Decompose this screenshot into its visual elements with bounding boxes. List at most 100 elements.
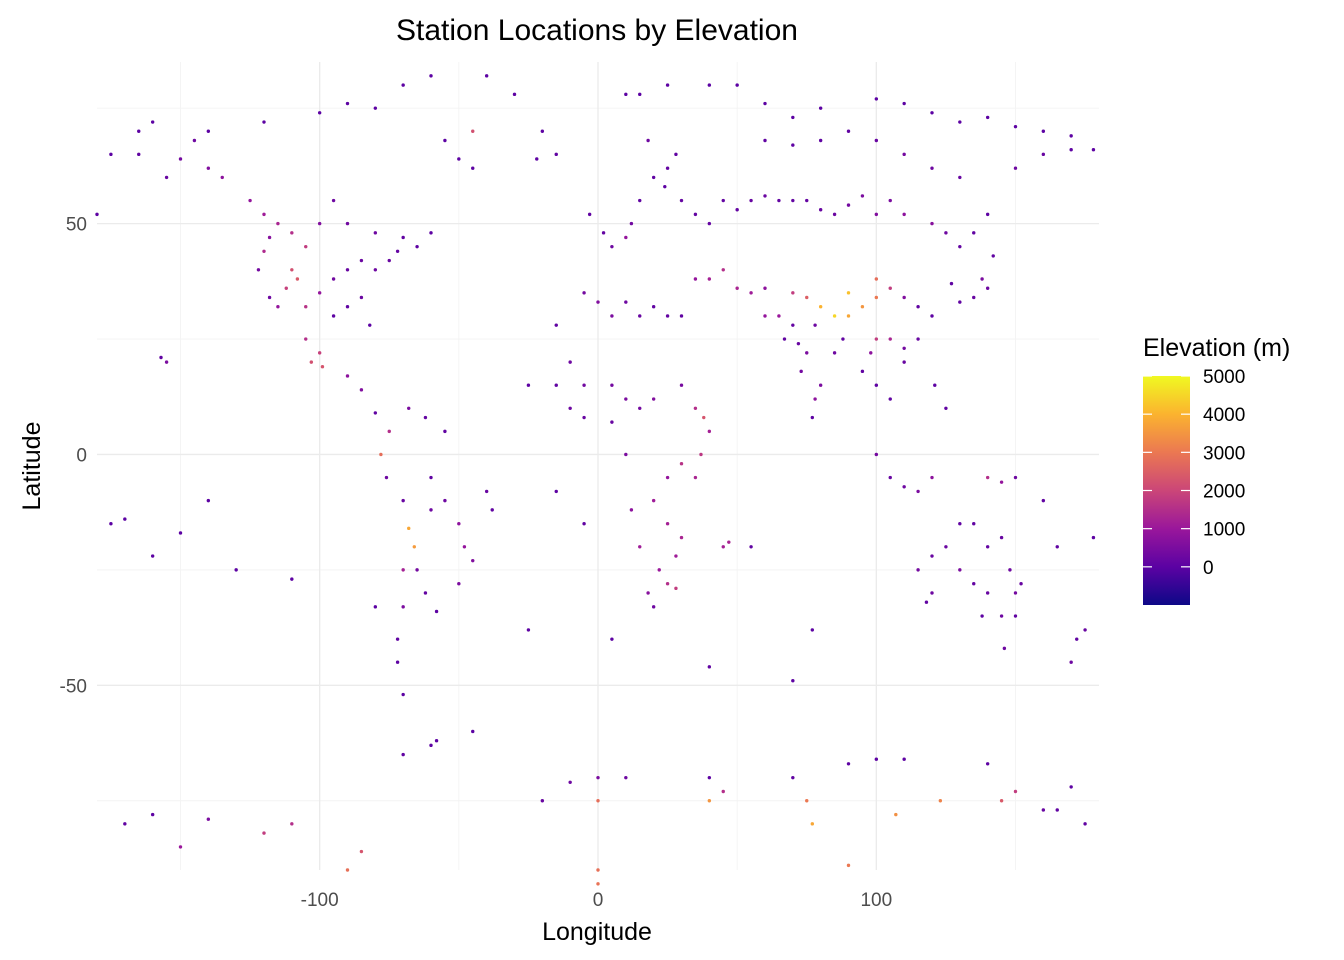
station-point: [568, 406, 572, 410]
station-point: [916, 305, 920, 309]
station-point: [1041, 498, 1046, 503]
station-point: [679, 535, 684, 540]
station-point: [596, 868, 600, 872]
station-point: [345, 374, 350, 378]
station-point: [791, 775, 795, 780]
station-point: [860, 369, 865, 374]
station-point: [109, 522, 113, 526]
station-point: [587, 212, 592, 217]
station-point: [679, 383, 684, 387]
station-point: [345, 868, 350, 872]
station-point: [874, 757, 879, 761]
station-point: [415, 568, 419, 572]
station-point: [665, 83, 670, 87]
station-point: [123, 517, 127, 521]
station-point: [629, 221, 634, 226]
station-point: [1013, 475, 1018, 480]
x-tick-label: 0: [593, 890, 604, 911]
station-point: [443, 429, 447, 434]
station-point: [359, 258, 364, 263]
station-point: [596, 775, 600, 780]
station-point: [693, 406, 698, 410]
station-point: [596, 882, 600, 886]
station-point: [721, 198, 725, 203]
station-point: [782, 337, 787, 341]
station-point: [888, 286, 892, 290]
station-point: [109, 152, 113, 157]
station-point: [317, 221, 322, 226]
station-point: [401, 235, 405, 240]
station-point: [331, 314, 336, 318]
station-point: [596, 300, 600, 304]
station-point: [359, 388, 364, 392]
station-point: [1069, 660, 1073, 664]
station-point: [276, 221, 280, 226]
station-point: [749, 545, 753, 549]
station-point: [395, 249, 400, 254]
axis-ticks: -100 0 100 -50 0 50: [60, 215, 893, 911]
legend-tick-label: 3000: [1203, 443, 1245, 464]
station-point: [1041, 152, 1046, 157]
station-point: [938, 799, 943, 803]
station-point: [471, 129, 475, 133]
station-point: [894, 812, 898, 817]
station-point: [846, 291, 851, 295]
station-point: [256, 268, 261, 272]
station-point: [721, 268, 725, 272]
station-point: [540, 799, 545, 803]
station-point: [646, 591, 650, 595]
station-point: [309, 360, 314, 364]
station-point: [624, 92, 628, 97]
station-point: [985, 475, 990, 480]
station-point: [412, 545, 416, 549]
station-point: [554, 489, 558, 494]
station-point: [123, 822, 127, 826]
station-point: [805, 351, 809, 355]
station-point: [373, 605, 378, 609]
station-point: [638, 545, 642, 549]
legend-tick-label: 0: [1203, 558, 1214, 579]
station-point: [457, 157, 461, 161]
station-point: [721, 545, 725, 549]
station-point: [805, 799, 809, 803]
station-point: [707, 277, 712, 281]
station-point: [874, 337, 879, 341]
station-point: [150, 554, 155, 558]
station-point: [902, 212, 906, 217]
station-point: [150, 812, 155, 817]
station-point: [415, 244, 419, 249]
station-point: [423, 591, 428, 595]
y-tick-label: 50: [66, 215, 87, 236]
station-point: [665, 522, 670, 526]
station-point: [484, 74, 489, 78]
station-point: [888, 475, 892, 480]
station-point: [930, 554, 934, 558]
station-point: [665, 166, 670, 170]
station-point: [985, 591, 990, 595]
station-point: [874, 295, 879, 300]
station-point: [930, 221, 934, 226]
station-point: [401, 752, 405, 757]
station-point: [317, 111, 322, 115]
station-point: [387, 429, 391, 434]
station-point: [638, 406, 642, 410]
station-point: [933, 383, 937, 387]
station-point: [958, 522, 962, 526]
station-point: [568, 360, 572, 364]
station-point: [443, 138, 447, 143]
station-point: [860, 194, 865, 198]
station-point: [462, 545, 467, 549]
station-point: [290, 231, 294, 235]
station-point: [679, 461, 684, 466]
station-point: [674, 586, 678, 591]
station-point: [810, 628, 815, 632]
station-point: [777, 314, 781, 318]
station-point: [401, 692, 405, 697]
station-point: [1091, 535, 1096, 540]
station-point: [429, 475, 433, 480]
station-point: [810, 415, 815, 420]
station-point: [178, 845, 183, 849]
station-point: [1083, 822, 1087, 826]
station-point: [958, 568, 962, 572]
station-point: [610, 383, 614, 387]
